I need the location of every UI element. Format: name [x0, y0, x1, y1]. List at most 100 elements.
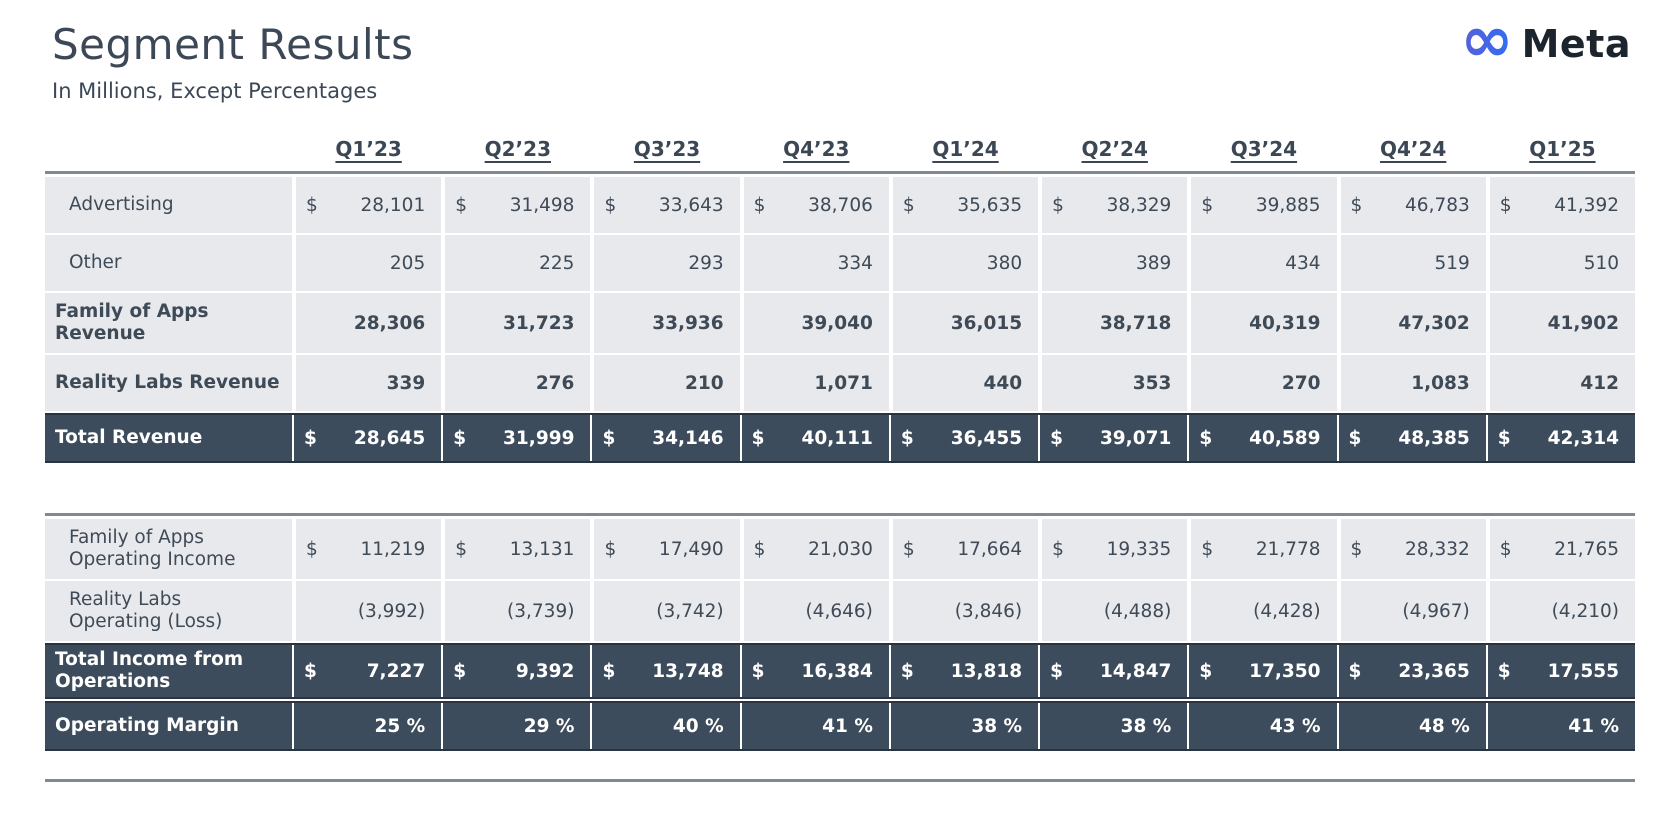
- dollar-sign: $: [1199, 660, 1213, 682]
- cell-value: 13,818: [950, 660, 1023, 682]
- data-cell: $23,365: [1338, 645, 1486, 697]
- data-cell: 210: [594, 355, 740, 411]
- cell-value: 38,706: [808, 194, 873, 216]
- dollar-sign: $: [1050, 660, 1063, 682]
- cell-value: 9,392: [515, 660, 575, 682]
- table-row: Family of Apps Revenue 28,306 31,723 33,936…: [45, 293, 1635, 353]
- cell-value: 41 %: [1568, 715, 1619, 737]
- cell-value: 389: [1136, 252, 1172, 274]
- data-cell: 276: [445, 355, 591, 411]
- cell-value: 34,146: [652, 427, 724, 449]
- data-cell: $17,490: [594, 519, 740, 579]
- data-cell: $17,555: [1487, 645, 1635, 697]
- cell-value: 21,030: [808, 538, 873, 560]
- data-cell: $36,455: [890, 415, 1039, 461]
- dollar-sign: $: [1348, 427, 1362, 449]
- table-gap: [45, 465, 1635, 513]
- data-cell: 1,083: [1340, 355, 1486, 411]
- data-cell: 225: [445, 235, 591, 291]
- cell-value: 380: [986, 252, 1023, 274]
- cell-value: 14,847: [1099, 660, 1172, 682]
- data-cell: (4,967): [1340, 581, 1486, 641]
- dollar-sign: $: [1201, 194, 1214, 216]
- data-cell: $39,885: [1191, 177, 1337, 233]
- data-cell: $28,645: [294, 415, 442, 461]
- data-cell: $21,030: [743, 519, 889, 579]
- data-cell: 40,319: [1191, 293, 1337, 353]
- table-row: Total Revenue $28,645 $31,999 $34,146 $40,11…: [45, 413, 1635, 463]
- cell-value: 440: [983, 372, 1023, 394]
- dollar-sign: $: [900, 427, 914, 449]
- cell-value: 35,635: [957, 194, 1023, 216]
- row-label: Operating Margin: [45, 703, 292, 749]
- data-cell: 38,718: [1042, 293, 1188, 353]
- data-cell: (4,646): [743, 581, 889, 641]
- cell-value: 48 %: [1419, 715, 1470, 737]
- dollar-sign: $: [455, 538, 467, 560]
- data-cell: $48,385: [1338, 415, 1486, 461]
- cell-value: 16,384: [801, 660, 873, 682]
- table-row: Operating Margin 25 % 29 % 40 % 41 % 38 % 38 %…: [45, 701, 1635, 751]
- table-top-rule: [45, 513, 1635, 516]
- cell-value: 1,083: [1411, 372, 1470, 394]
- data-cell: 28,306: [296, 293, 442, 353]
- cell-value: 38,329: [1106, 194, 1172, 216]
- data-cell: (3,846): [892, 581, 1039, 641]
- table-bottom-rule: [45, 779, 1635, 782]
- data-cell: 39,040: [743, 293, 889, 353]
- data-cell: $34,146: [592, 415, 740, 461]
- cell-value: 40 %: [672, 715, 724, 737]
- cell-value: 41,902: [1547, 312, 1619, 334]
- cell-value: 29 %: [523, 715, 575, 737]
- data-cell: $19,335: [1042, 519, 1188, 579]
- cell-value: 31,723: [503, 312, 575, 334]
- dollar-sign: $: [1497, 660, 1511, 682]
- slide-header: Segment Results In Millions, Except Perc…: [0, 0, 1675, 103]
- data-cell: 380: [892, 235, 1039, 291]
- cell-value: 17,555: [1547, 660, 1619, 682]
- data-cell: $28,101: [296, 177, 442, 233]
- cell-value: 36,455: [950, 427, 1023, 449]
- data-cell: $39,071: [1040, 415, 1188, 461]
- quarter-header: Q2’24: [1081, 137, 1148, 161]
- cell-value: 7,227: [366, 660, 426, 682]
- data-cell: $38,329: [1042, 177, 1188, 233]
- dollar-sign: $: [453, 660, 467, 682]
- data-cell: $9,392: [443, 645, 591, 697]
- data-cell: $33,643: [594, 177, 740, 233]
- cell-value: 17,490: [658, 538, 724, 560]
- data-cell: 339: [296, 355, 442, 411]
- data-cell: 40 %: [592, 703, 740, 749]
- cell-value: 19,335: [1106, 538, 1172, 560]
- dollar-sign: $: [602, 660, 616, 682]
- data-cell: $38,706: [743, 177, 889, 233]
- row-label: Total Revenue: [45, 415, 292, 461]
- table-row: Family of Apps Operating Income $11,219 $1…: [45, 519, 1635, 579]
- data-cell: $17,664: [892, 519, 1039, 579]
- table-row: Reality Labs Revenue 339 276 210 1,071 440 353…: [45, 355, 1635, 411]
- row-label: Family of Apps Revenue: [45, 293, 292, 353]
- cell-value: 510: [1583, 252, 1619, 274]
- data-cell: $41,392: [1489, 177, 1635, 233]
- cell-value: 38 %: [971, 715, 1023, 737]
- meta-logo: ∞ Meta: [1460, 8, 1631, 72]
- segment-results-tables: Q1’23 Q2’23 Q3’23 Q4’23 Q1’24 Q2’24 Q3’24 Q4’24…: [45, 137, 1635, 782]
- quarter-header-row: Q1’23 Q2’23 Q3’23 Q4’23 Q1’24 Q2’24 Q3’24 Q4’24…: [45, 137, 1635, 163]
- data-cell: $14,847: [1040, 645, 1188, 697]
- row-label: Total Income from Operations: [45, 645, 292, 697]
- dollar-sign: $: [1199, 427, 1213, 449]
- dollar-sign: $: [902, 194, 915, 216]
- table-row: Other 205 225 293 334 380 389 434 519 510: [45, 235, 1635, 291]
- dollar-sign: $: [304, 427, 317, 449]
- cell-value: (3,846): [954, 600, 1023, 622]
- data-cell: 334: [743, 235, 889, 291]
- data-cell: $13,131: [445, 519, 591, 579]
- cell-value: 225: [539, 252, 575, 274]
- cell-value: 339: [386, 372, 426, 394]
- cell-value: 23,365: [1398, 660, 1470, 682]
- cell-value: 36,015: [950, 312, 1023, 334]
- dollar-sign: $: [1499, 538, 1512, 560]
- dollar-sign: $: [453, 427, 467, 449]
- row-label: Reality Labs Operating (Loss): [45, 581, 292, 641]
- cell-value: 40,319: [1249, 312, 1321, 334]
